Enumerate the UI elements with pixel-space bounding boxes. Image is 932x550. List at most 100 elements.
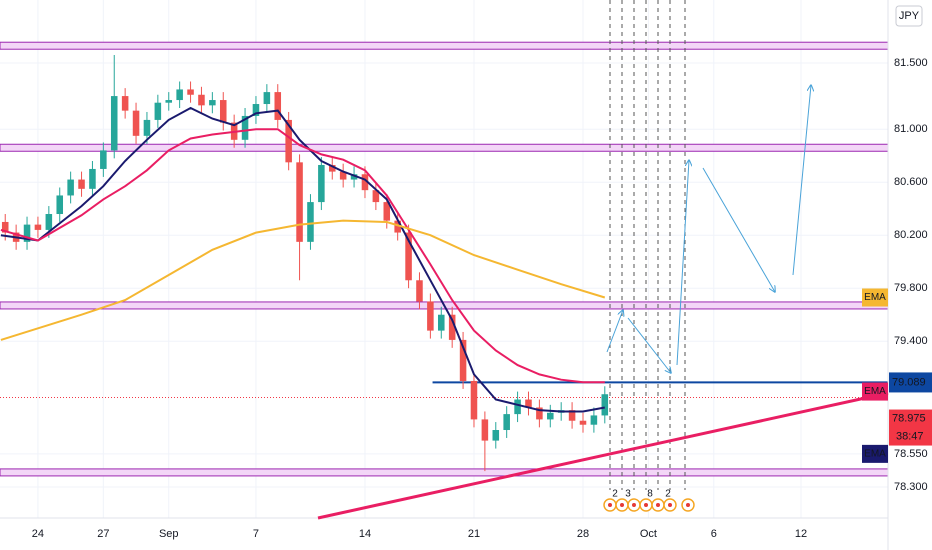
candle-body [165, 100, 173, 103]
dashed-verticals [609, 0, 686, 490]
candle-body [405, 232, 412, 281]
candle-body [34, 224, 42, 230]
candle-body [263, 92, 271, 105]
y-tick-label: 81.000 [894, 123, 928, 135]
last-price-tag: 78.975 [892, 412, 926, 424]
candle-body [579, 420, 587, 425]
event-dot [656, 503, 660, 507]
level-band [0, 143, 889, 152]
candle-body [45, 214, 53, 230]
candle-body [110, 96, 118, 151]
level-band [0, 468, 889, 477]
y-tick-label: 80.600 [894, 176, 928, 188]
event-count: 2 [612, 489, 618, 500]
candle-body [328, 164, 336, 172]
ema-line [0, 219, 606, 341]
ema-line [0, 128, 605, 384]
y-tick-label: 81.500 [894, 57, 928, 69]
y-tick-label: 78.300 [894, 481, 928, 493]
countdown: 38:47 [896, 430, 924, 442]
x-tick-label: 7 [253, 528, 259, 540]
price-tag-box [889, 372, 932, 393]
candle-body [209, 100, 216, 106]
y-tick-label: 80.200 [894, 229, 928, 241]
y-tick-label: 78.550 [894, 448, 928, 460]
last-tag-box [889, 409, 932, 446]
ema-tag [862, 288, 888, 307]
ema-tag [862, 444, 888, 463]
x-tick-label: 12 [795, 528, 807, 540]
candle-body [361, 174, 369, 191]
candle-body [318, 164, 325, 203]
ema-line [0, 106, 605, 413]
candle-body [438, 314, 445, 331]
y-tick-label: 79.400 [894, 335, 928, 347]
candle-body [601, 394, 609, 416]
candle-body [394, 220, 401, 233]
event-dot [620, 503, 624, 507]
candle-body [568, 410, 576, 421]
candle-body [100, 150, 107, 169]
currency-box[interactable] [895, 5, 923, 27]
ema-tag-label: EMA [864, 292, 886, 303]
candle-body [252, 104, 260, 116]
plot-area [0, 0, 889, 518]
candle-body [350, 174, 358, 180]
level-band [0, 41, 889, 50]
trend-line [317, 391, 889, 520]
candle-body [121, 96, 129, 111]
event-dot [632, 503, 636, 507]
x-tick-label: 14 [359, 528, 371, 540]
candle-body [241, 115, 249, 140]
event-dot [668, 503, 672, 507]
event-count: 3 [625, 489, 631, 500]
x-tick-label: Oct [640, 528, 657, 540]
candle-body [470, 380, 478, 420]
candle-body [427, 301, 434, 331]
candle-body [514, 399, 521, 415]
candle-body [143, 119, 151, 136]
candle-body [459, 339, 467, 381]
candle-body [132, 110, 140, 136]
candle-body [1, 221, 9, 233]
event-count: 2 [665, 489, 671, 500]
candle-body [154, 102, 162, 120]
candle-body [416, 280, 423, 302]
projection [606, 85, 811, 373]
candle-body [492, 430, 500, 441]
candle-body [176, 89, 183, 101]
candle-body [219, 100, 227, 123]
candle-body [339, 171, 347, 180]
candle-body [525, 399, 532, 408]
y-tick-label: 79.800 [894, 282, 928, 294]
candle-body [503, 414, 510, 431]
x-tick-label: 27 [97, 528, 109, 540]
ema-tag-label: EMA [864, 449, 886, 460]
event-count: 8 [647, 489, 653, 500]
candle-body [89, 168, 96, 189]
ema-tag [862, 382, 888, 401]
candle-body [187, 89, 194, 95]
price-tag: 79.089 [892, 376, 926, 388]
candle-body [481, 419, 489, 441]
x-tick-label: 21 [468, 528, 480, 540]
candle-body [372, 190, 380, 203]
candle-body [78, 179, 85, 189]
x-tick-label: 6 [711, 528, 717, 540]
candle-body [383, 202, 391, 221]
x-tick-label: 24 [32, 528, 44, 540]
event-dot [608, 503, 612, 507]
candle-body [285, 119, 292, 163]
x-tick-label: Sep [159, 528, 179, 540]
candle-body [590, 415, 598, 425]
candle-body [547, 412, 554, 420]
candle-body [23, 224, 31, 242]
candle-body [274, 92, 282, 120]
candle-body [448, 314, 456, 340]
candle-body [296, 162, 303, 242]
candle-body [56, 195, 64, 215]
event-dot [644, 503, 648, 507]
candle-body [307, 202, 314, 242]
candle-body [67, 179, 74, 196]
